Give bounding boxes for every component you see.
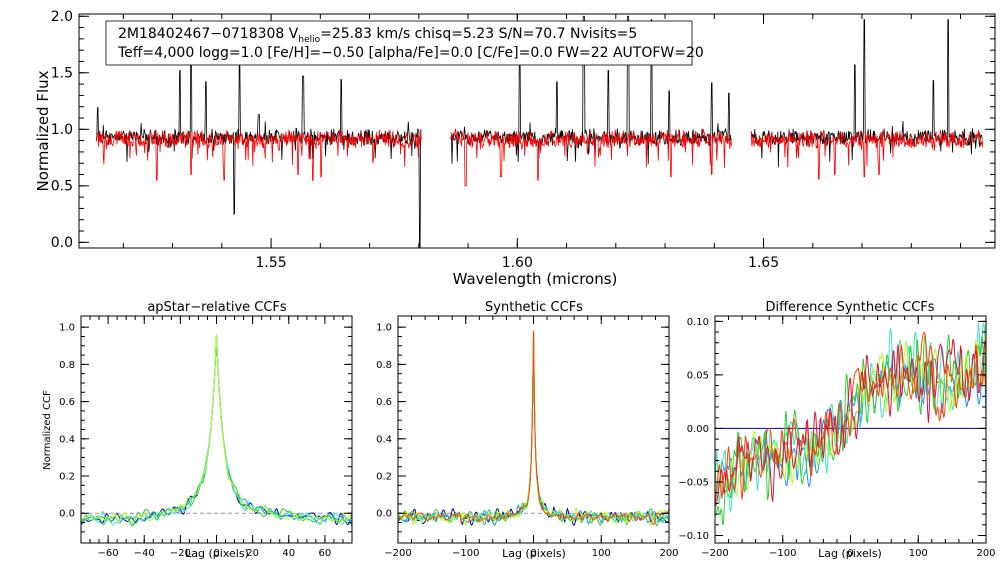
synthetic-ccf-plot-area bbox=[397, 330, 670, 526]
difference-ccf-line-visit-2 bbox=[714, 322, 987, 514]
apstar-ccf-ytick-label: 0.0 bbox=[59, 509, 75, 520]
star-info-stats: =25.83 km/s chisq=5.23 S/N=70.7 Nvisits=… bbox=[320, 26, 637, 42]
apstar-ccf-axes: −60 −40 −20 0 20 40 60 0.0 0.2 0.4 0.6 0.8 1.0 bbox=[59, 316, 352, 559]
difference-ccf-axes: −200 −100 0 100 200 −0.10 −0.05 0.00 0.05 0.10 bbox=[678, 316, 996, 559]
apstar-ccf-line-visit-5 bbox=[80, 334, 353, 524]
apstar-ccf-xtick-label: −20 bbox=[170, 548, 191, 559]
spectrum-observed-chip-1 bbox=[95, 19, 422, 249]
star-name-prefix: 2M18402467−0718308 V bbox=[118, 26, 299, 42]
apstar-ccf-xlabel: Lag (pixels) bbox=[185, 547, 249, 560]
difference-ccf-line-visit-5 bbox=[714, 331, 987, 505]
spectrum-frame bbox=[78, 13, 996, 249]
spectrum-panel: 1.55 1.60 1.65 0.0 0.5 1.0 1.5 2.0 2M18402467−0… bbox=[34, 9, 996, 288]
difference-ccf-ytick-label: −0.05 bbox=[678, 477, 709, 488]
apstar-ccf-xtick-label: 40 bbox=[282, 548, 295, 559]
apstar-ccf-xtick-label: 60 bbox=[319, 548, 332, 559]
synthetic-ccf-panel: Synthetic CCFs −200 −100 0 100 200 0.0 0.2 0.4 0… bbox=[376, 300, 678, 560]
difference-ccf-ytick-label: −0.10 bbox=[678, 531, 709, 542]
synthetic-ccf-ytick-label: 0.8 bbox=[376, 360, 392, 371]
vhelio-subscript: helio bbox=[298, 35, 320, 45]
difference-ccf-xtick-label: −200 bbox=[701, 548, 728, 559]
star-info-line-1: 2M18402467−0718308 Vhelio=25.83 km/s chi… bbox=[118, 26, 637, 45]
spectrum-ytick-label: 2.0 bbox=[51, 9, 73, 25]
difference-ccf-xtick-label: 100 bbox=[909, 548, 928, 559]
synthetic-ccf-line-visit-6 bbox=[397, 330, 670, 526]
synthetic-ccf-xtick-label: 200 bbox=[659, 548, 678, 559]
apstar-ccf-xtick-label: −40 bbox=[134, 548, 155, 559]
spectrum-ytick-label: 0.0 bbox=[51, 235, 73, 251]
difference-ccf-xtick-label: −100 bbox=[769, 548, 796, 559]
spectrum-ytick-label: 1.0 bbox=[51, 122, 73, 138]
apstar-ccf-ytick-label: 0.6 bbox=[59, 397, 75, 408]
apstar-ccf-ytick-label: 0.8 bbox=[59, 360, 75, 371]
spectrum-axes: 1.55 1.60 1.65 0.0 0.5 1.0 1.5 2.0 bbox=[51, 9, 995, 271]
spectrum-synthetic-chip-2 bbox=[450, 128, 732, 187]
spectrum-synthetic-chip-3 bbox=[750, 129, 984, 180]
synthetic-ccf-title: Synthetic CCFs bbox=[485, 300, 583, 315]
star-info-line-2: Teff=4,000 logg=1.0 [Fe/H]=−0.50 [alpha/… bbox=[117, 45, 704, 61]
difference-ccf-panel: Difference Synthetic CCFs −200 −100 0 100 20… bbox=[678, 300, 995, 560]
apstar-ccf-xtick-label: −60 bbox=[98, 548, 119, 559]
apstar-ccf-xtick-label: 20 bbox=[246, 548, 259, 559]
apstar-ccf-ytick-label: 0.4 bbox=[59, 434, 75, 445]
difference-ccf-xtick-label: 200 bbox=[976, 548, 995, 559]
difference-ccf-ytick-label: 0.00 bbox=[687, 424, 709, 435]
synthetic-ccf-ytick-label: 1.0 bbox=[376, 323, 392, 334]
spectrum-xtick-label: 1.55 bbox=[255, 255, 286, 271]
difference-ccf-xlabel: Lag (pixels) bbox=[818, 547, 882, 560]
difference-ccf-line-visit-6 bbox=[714, 338, 987, 507]
synthetic-ccf-xtick-label: −100 bbox=[452, 548, 479, 559]
difference-ccf-plot-area bbox=[714, 319, 987, 525]
difference-ccf-ytick-label: 0.10 bbox=[687, 317, 709, 328]
spectrum-synthetic-chip-1 bbox=[95, 129, 422, 181]
apstar-ccf-ytick-label: 0.2 bbox=[59, 472, 75, 483]
synthetic-ccf-xlabel: Lag (pixels) bbox=[502, 547, 566, 560]
synthetic-ccf-xtick-label: 100 bbox=[592, 548, 611, 559]
spectrum-plot-area bbox=[95, 15, 984, 249]
spectrum-ytick-label: 0.5 bbox=[51, 179, 73, 195]
synthetic-ccf-xtick-label: 0 bbox=[530, 548, 536, 559]
spectrum-xlabel: Wavelength (microns) bbox=[453, 270, 618, 288]
synthetic-ccf-axes: −200 −100 0 100 200 0.0 0.2 0.4 0.6 0.8 1.0 bbox=[376, 316, 679, 559]
difference-ccf-xtick-label: 0 bbox=[847, 548, 853, 559]
synthetic-ccf-ytick-label: 0.6 bbox=[376, 397, 392, 408]
synthetic-ccf-ytick-label: 0.4 bbox=[376, 434, 392, 445]
apstar-ccf-panel: apStar−relative CCFs −60 −40 −20 0 20 40 60 0.0… bbox=[42, 300, 353, 560]
difference-ccf-title: Difference Synthetic CCFs bbox=[765, 300, 934, 315]
spectrum-xtick-label: 1.65 bbox=[748, 255, 779, 271]
apstar-ccf-title: apStar−relative CCFs bbox=[147, 300, 287, 315]
spectrum-ytick-label: 1.5 bbox=[51, 66, 73, 82]
difference-ccf-ytick-label: 0.05 bbox=[687, 370, 709, 381]
apstar-ccf-xtick-label: 0 bbox=[213, 548, 219, 559]
apstar-ccf-plot-area bbox=[80, 334, 353, 528]
apstar-ccf-ytick-label: 1.0 bbox=[59, 323, 75, 334]
synthetic-ccf-xtick-label: −200 bbox=[384, 548, 411, 559]
synthetic-ccf-ytick-label: 0.2 bbox=[376, 472, 392, 483]
apstar-ccf-ylabel: Normalized CCF bbox=[42, 390, 53, 470]
spectrum-xtick-label: 1.60 bbox=[502, 255, 533, 271]
star-info-box bbox=[105, 20, 693, 66]
spectrum-ylabel: Normalized Flux bbox=[34, 70, 52, 191]
synthetic-ccf-ytick-label: 0.0 bbox=[376, 509, 392, 520]
